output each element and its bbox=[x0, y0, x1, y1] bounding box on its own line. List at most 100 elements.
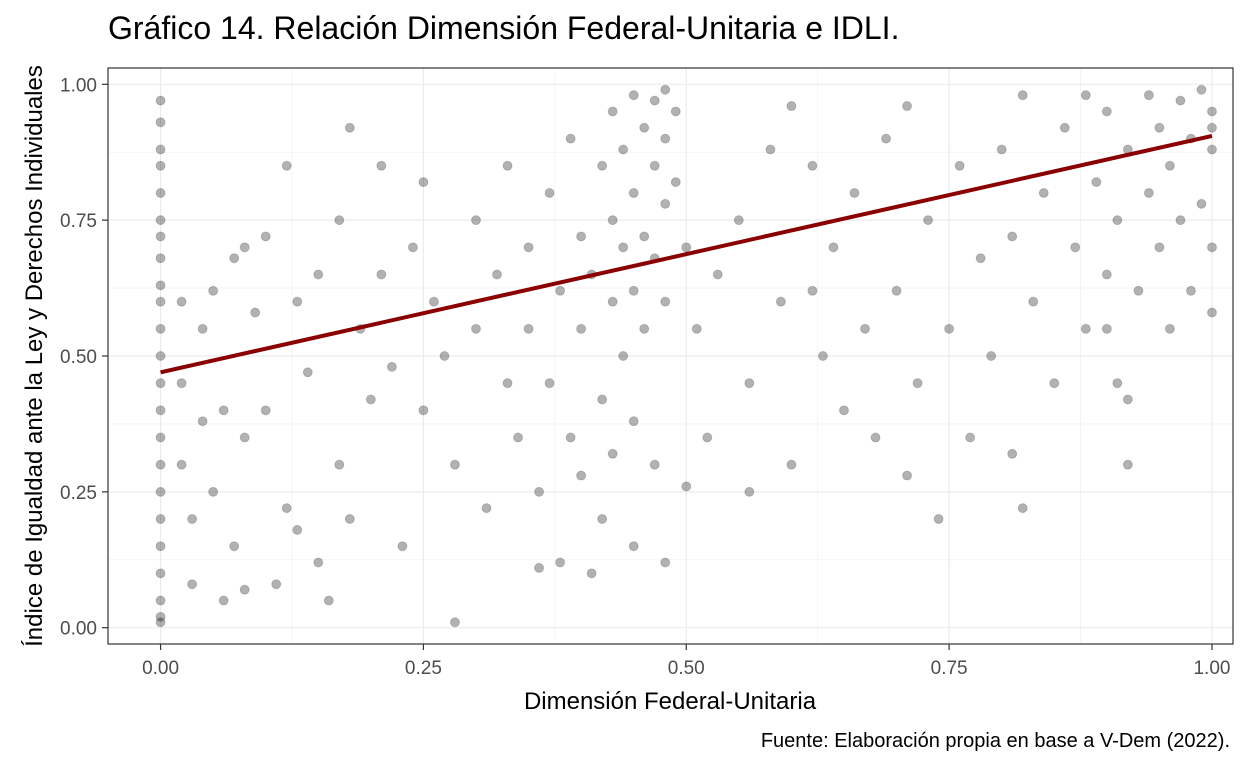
x-tick-label: 1.00 bbox=[1193, 658, 1230, 679]
data-point bbox=[1154, 122, 1165, 133]
data-point bbox=[376, 269, 387, 280]
data-point bbox=[639, 122, 650, 133]
x-axis-title: Dimensión Federal-Unitaria bbox=[524, 688, 817, 715]
data-point bbox=[1070, 242, 1081, 253]
data-point bbox=[187, 579, 198, 590]
data-point bbox=[155, 187, 166, 198]
data-point bbox=[607, 448, 618, 459]
data-point bbox=[618, 351, 629, 361]
data-point bbox=[1007, 448, 1018, 459]
x-tick-label: 0.25 bbox=[405, 658, 442, 679]
data-point bbox=[902, 101, 913, 112]
source-caption: Fuente: Elaboración propia en base a V-D… bbox=[760, 730, 1230, 752]
data-point bbox=[860, 323, 871, 334]
data-point bbox=[208, 285, 219, 296]
y-tick-label: 0.00 bbox=[60, 619, 97, 640]
data-point bbox=[628, 187, 639, 198]
data-point bbox=[607, 215, 618, 226]
data-point bbox=[1017, 503, 1028, 514]
data-point bbox=[912, 378, 923, 389]
data-point bbox=[376, 160, 387, 171]
data-point bbox=[155, 215, 166, 226]
data-point bbox=[702, 432, 713, 443]
data-point bbox=[1206, 144, 1217, 155]
data-point bbox=[1206, 122, 1217, 133]
data-point bbox=[1038, 187, 1049, 198]
data-point bbox=[271, 579, 282, 590]
data-point bbox=[155, 432, 166, 443]
data-point bbox=[670, 106, 681, 117]
data-point bbox=[407, 242, 418, 253]
data-point bbox=[670, 177, 681, 188]
data-point bbox=[334, 215, 345, 226]
data-point bbox=[933, 514, 944, 525]
data-point bbox=[775, 296, 786, 307]
data-point bbox=[1122, 459, 1133, 470]
data-point bbox=[786, 459, 797, 470]
data-point bbox=[155, 611, 166, 622]
y-axis-title: Índice de Igualdad ante la Ley y Derecho… bbox=[21, 65, 48, 647]
data-point bbox=[197, 416, 208, 427]
data-point bbox=[176, 378, 187, 389]
data-point bbox=[470, 215, 481, 226]
data-point bbox=[365, 394, 376, 405]
data-point bbox=[292, 524, 303, 535]
data-point bbox=[229, 253, 240, 264]
data-point bbox=[155, 144, 166, 155]
data-point bbox=[544, 187, 555, 198]
data-point bbox=[1196, 198, 1207, 209]
data-point bbox=[807, 160, 818, 171]
data-point bbox=[1049, 378, 1060, 389]
data-point bbox=[1133, 285, 1144, 296]
data-point bbox=[618, 144, 629, 155]
data-point bbox=[786, 101, 797, 112]
data-point bbox=[944, 323, 955, 334]
data-point bbox=[1091, 177, 1102, 188]
data-point bbox=[239, 432, 250, 443]
data-point bbox=[965, 432, 976, 443]
data-point bbox=[576, 323, 587, 334]
data-point bbox=[523, 242, 534, 253]
data-point bbox=[155, 253, 166, 264]
data-point bbox=[439, 351, 450, 361]
data-point bbox=[386, 361, 397, 372]
data-point bbox=[334, 459, 345, 470]
data-point bbox=[628, 541, 639, 552]
data-point bbox=[555, 285, 566, 296]
data-point bbox=[155, 117, 166, 128]
data-point bbox=[628, 285, 639, 296]
data-point bbox=[628, 416, 639, 427]
data-point bbox=[1101, 269, 1112, 280]
grid-lines bbox=[108, 68, 1233, 644]
data-point bbox=[1196, 84, 1207, 95]
data-point bbox=[1185, 285, 1196, 296]
data-point bbox=[996, 144, 1007, 155]
data-point bbox=[250, 307, 261, 318]
data-point bbox=[481, 503, 492, 514]
data-point bbox=[1101, 323, 1112, 334]
data-point bbox=[660, 84, 671, 95]
data-point bbox=[586, 568, 597, 579]
data-point bbox=[660, 296, 671, 307]
data-point bbox=[449, 617, 460, 628]
data-point bbox=[397, 541, 408, 552]
data-point bbox=[513, 432, 524, 443]
data-point bbox=[1143, 187, 1154, 198]
data-point bbox=[155, 486, 166, 497]
data-point bbox=[544, 378, 555, 389]
data-point bbox=[649, 160, 660, 171]
data-point bbox=[239, 584, 250, 595]
data-point bbox=[155, 405, 166, 416]
data-point bbox=[492, 269, 503, 280]
data-point bbox=[197, 323, 208, 334]
data-point bbox=[1154, 242, 1165, 253]
data-point bbox=[418, 405, 429, 416]
data-point bbox=[302, 367, 313, 378]
data-point bbox=[428, 296, 439, 307]
data-point bbox=[155, 568, 166, 579]
data-point bbox=[1143, 90, 1154, 101]
data-point bbox=[607, 106, 618, 117]
data-point bbox=[323, 595, 334, 606]
data-point bbox=[1007, 231, 1018, 242]
